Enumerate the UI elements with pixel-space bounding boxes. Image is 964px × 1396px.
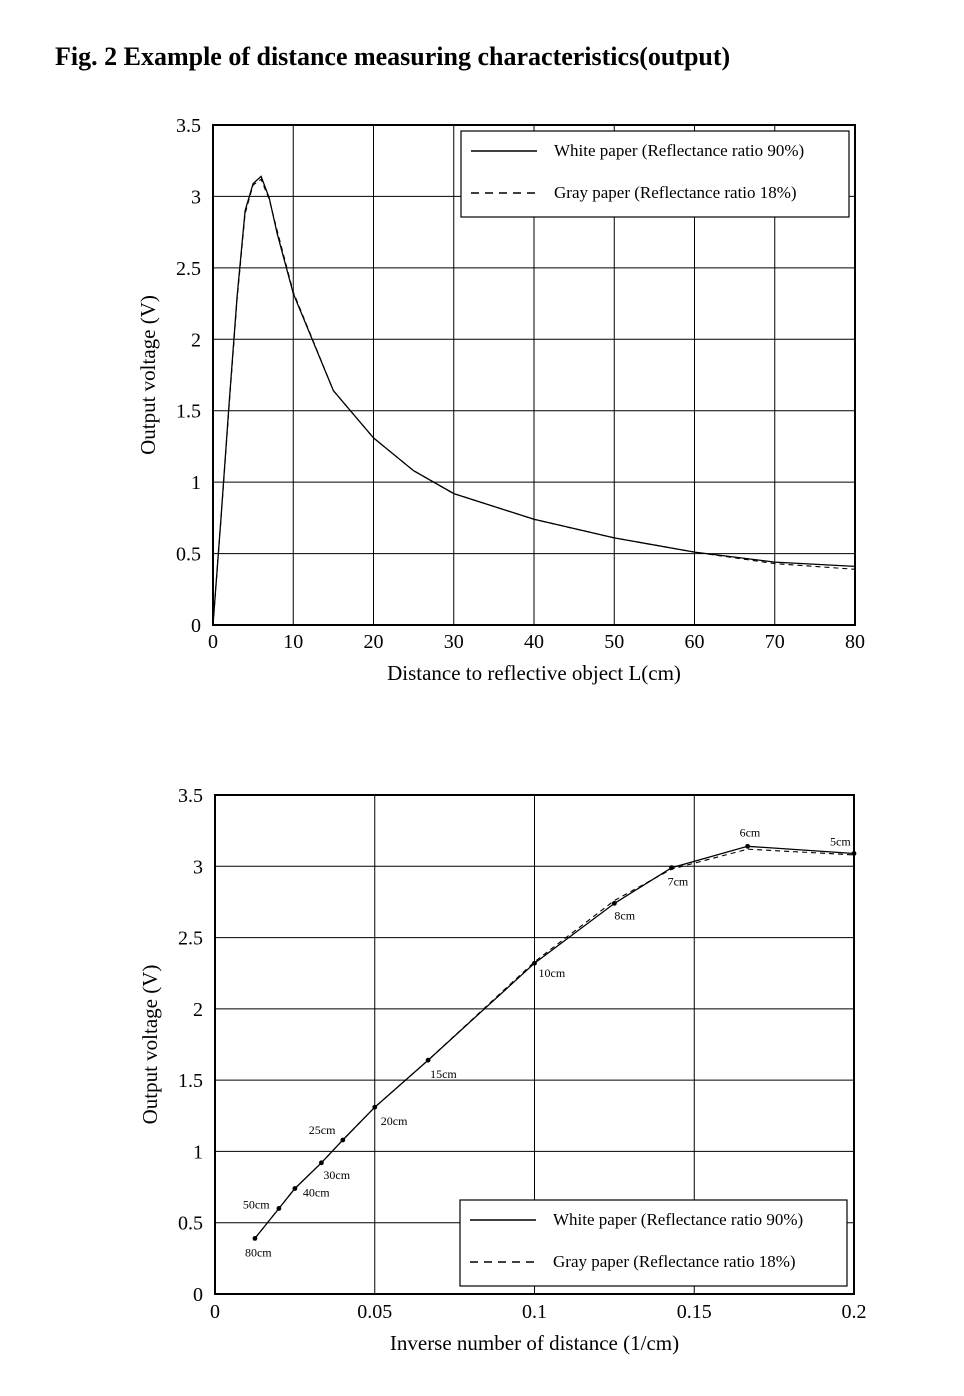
x-tick-label: 60 — [685, 631, 705, 653]
y-tick-label: 1 — [191, 472, 201, 494]
data-point-marker — [340, 1137, 346, 1143]
x-tick-label: 80 — [845, 631, 865, 653]
y-tick-label: 1.5 — [178, 1070, 203, 1092]
x-tick-label: 20 — [364, 631, 384, 653]
point-label: 20cm — [381, 1114, 408, 1128]
y-tick-label: 0.5 — [176, 544, 201, 566]
y-tick-label: 0 — [191, 615, 201, 637]
y-tick-label: 0 — [193, 1284, 203, 1306]
y-axis-label: Output voltage (V) — [138, 965, 162, 1125]
y-tick-label: 2.5 — [178, 928, 203, 950]
x-tick-label: 0.2 — [842, 1301, 867, 1323]
data-point-marker — [252, 1235, 258, 1241]
x-tick-label: 50 — [604, 631, 624, 653]
data-point-marker — [532, 960, 537, 966]
chart-2: 0 0.05 0.1 0.15 0.2 0 0.5 1 1.5 2 2.5 3 3.5 Inverse n… — [138, 785, 867, 1355]
y-tick-label: 2 — [191, 329, 201, 351]
y-axis-label: Output voltage (V) — [136, 295, 160, 455]
y-tick-label: 3 — [191, 186, 201, 208]
point-label: 50cm — [243, 1197, 270, 1211]
legend: White paper (Reflectance ratio 90%) Gray … — [460, 130, 850, 218]
x-tick-label: 0.15 — [677, 1301, 712, 1323]
data-point-marker — [745, 843, 751, 849]
legend: White paper (Reflectance ratio 90%) Gray … — [459, 1199, 848, 1287]
x-tick-label: 0.1 — [522, 1301, 547, 1323]
figure-title: Fig. 2 Example of distance measuring cha… — [55, 42, 731, 71]
y-tick-label: 2.5 — [176, 258, 201, 280]
x-tick-label: 40 — [524, 631, 544, 653]
x-tick-label: 10 — [283, 631, 303, 653]
x-tick-label: 0 — [208, 631, 218, 653]
y-tick-label: 1.5 — [176, 401, 201, 423]
data-point-marker — [372, 1104, 378, 1110]
x-axis-label: Inverse number of distance (1/cm) — [390, 1331, 679, 1355]
point-label: 40cm — [303, 1185, 330, 1199]
point-label: 6cm — [740, 825, 761, 839]
x-tick-label: 0 — [210, 1301, 220, 1323]
x-axis-label: Distance to reflective object L(cm) — [387, 661, 681, 685]
y-tick-label: 2 — [193, 999, 203, 1021]
data-point-marker — [276, 1206, 282, 1211]
x-tick-label: 70 — [765, 631, 785, 653]
data-point-marker — [669, 865, 674, 871]
point-label: 15cm — [430, 1067, 457, 1081]
legend-entry: Gray paper (Reflectance ratio 18%) — [553, 1252, 796, 1271]
y-tick-label: 0.5 — [178, 1213, 203, 1235]
point-label: 7cm — [668, 875, 689, 889]
point-label: 30cm — [323, 1168, 350, 1182]
legend-box — [460, 130, 850, 218]
point-label: 80cm — [245, 1245, 272, 1259]
legend-box — [459, 1199, 848, 1287]
point-label: 10cm — [539, 966, 566, 980]
x-tick-label: 30 — [444, 631, 464, 653]
point-label: 25cm — [309, 1123, 336, 1137]
plot-frame — [214, 794, 855, 1295]
data-point-marker — [425, 1057, 431, 1063]
point-label: 5cm — [830, 834, 851, 848]
y-tick-label: 3.5 — [178, 785, 203, 807]
legend-entry: White paper (Reflectance ratio 90%) — [553, 1210, 803, 1229]
chart-1: 0 10 20 30 40 50 60 70 80 0 0.5 1 1.5 2 2.5 3 3.5 Distanc… — [136, 115, 865, 685]
data-point-marker — [318, 1160, 324, 1166]
y-tick-label: 3.5 — [176, 115, 201, 137]
data-point-marker — [611, 900, 617, 906]
plot-frame — [212, 124, 856, 626]
x-tick-label: 0.05 — [357, 1301, 392, 1323]
legend-entry: Gray paper (Reflectance ratio 18%) — [554, 183, 797, 202]
data-point-marker — [292, 1186, 298, 1191]
series-line-gray-paper — [212, 178, 856, 626]
y-tick-label: 1 — [193, 1141, 203, 1163]
legend-entry: White paper (Reflectance ratio 90%) — [554, 141, 804, 160]
point-label: 8cm — [614, 908, 635, 922]
data-point-marker — [851, 851, 857, 856]
y-tick-label: 3 — [193, 856, 203, 878]
series-line-white-paper — [254, 845, 855, 1239]
